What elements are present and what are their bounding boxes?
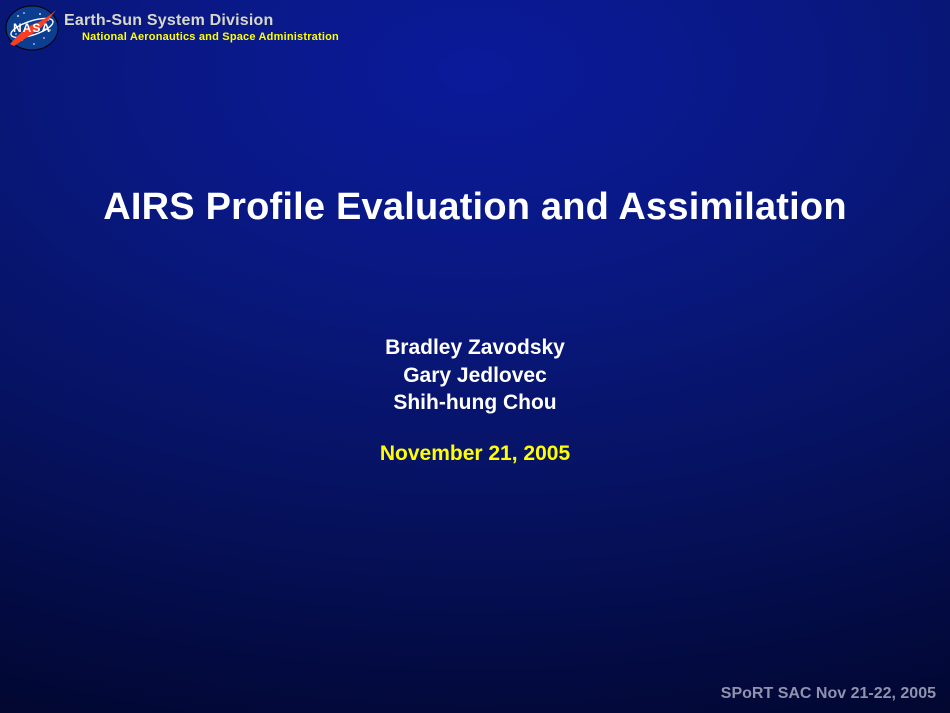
author-2: Gary Jedlovec <box>0 362 950 390</box>
slide-title: AIRS Profile Evaluation and Assimilation <box>0 186 950 229</box>
division-name: Earth-Sun System Division <box>64 12 339 30</box>
svg-text:NASA: NASA <box>13 21 51 35</box>
authors: Bradley Zavodsky Gary Jedlovec Shih-hung… <box>0 334 950 417</box>
author-3: Shih-hung Chou <box>0 389 950 417</box>
slide: NASA Earth-Sun System Division National … <box>0 0 950 713</box>
header: NASA Earth-Sun System Division National … <box>4 4 339 52</box>
org-name: National Aeronautics and Space Administr… <box>82 31 339 44</box>
nasa-logo-icon: NASA <box>4 4 60 52</box>
header-text: Earth-Sun System Division National Aeron… <box>64 12 339 44</box>
footer-text: SPoRT SAC Nov 21-22, 2005 <box>721 685 936 703</box>
presentation-date: November 21, 2005 <box>0 442 950 466</box>
author-1: Bradley Zavodsky <box>0 334 950 362</box>
